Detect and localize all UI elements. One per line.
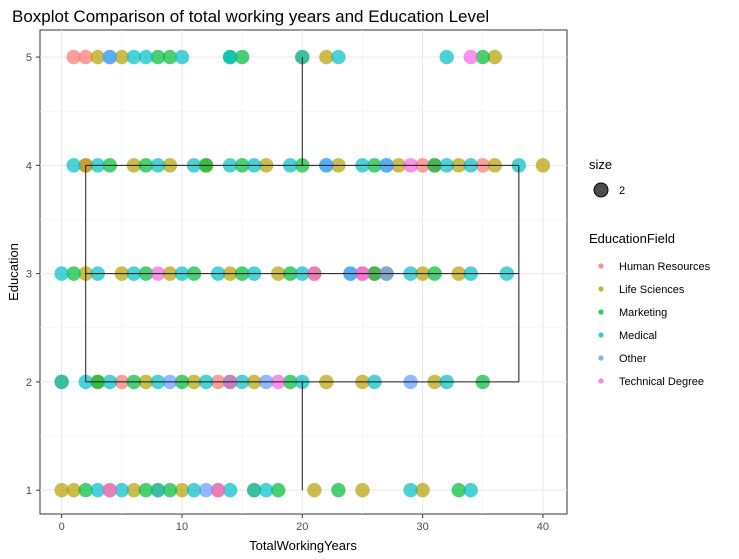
point-medical — [66, 158, 81, 173]
point-medical — [246, 482, 262, 498]
point-life-sciences — [174, 482, 190, 498]
point-other — [198, 482, 214, 498]
point-technical-degree — [463, 49, 478, 65]
legend-label: Human Resources — [619, 261, 711, 273]
point-human-resources — [66, 49, 81, 65]
point-medical — [463, 482, 478, 498]
point-medical — [403, 482, 418, 498]
legend-label: Life Sciences — [619, 284, 685, 296]
point-technical-degree — [102, 482, 117, 498]
y-axis-ticks: 1 2 3 4 5 — [26, 52, 40, 497]
point-life-sciences — [90, 49, 105, 65]
point-life-sciences — [355, 482, 370, 498]
point-human-resources — [78, 49, 93, 65]
legend-key — [598, 263, 604, 269]
legend-key — [598, 332, 604, 338]
point-medical — [439, 49, 454, 65]
x-axis-ticks: 0 10 20 30 40 — [59, 514, 549, 533]
y-tick-label: 2 — [26, 377, 32, 389]
point-marketing — [451, 482, 466, 498]
point-marketing — [66, 266, 81, 281]
x-tick-label: 30 — [416, 521, 428, 533]
size-legend-title: size — [589, 157, 612, 172]
point-medical — [54, 374, 69, 390]
point-medical — [126, 49, 142, 65]
point-life-sciences — [126, 482, 142, 498]
size-legend-label: 2 — [619, 185, 625, 197]
point-marketing — [78, 482, 93, 498]
point-medical — [186, 482, 202, 498]
legend-label: Technical Degree — [619, 376, 704, 388]
color-legend: EducationField Human Resources Life Scien… — [589, 231, 711, 388]
point-life-sciences — [307, 482, 322, 498]
legend-label: Other — [619, 353, 647, 365]
point-life-sciences — [415, 482, 430, 498]
point-medical — [90, 482, 105, 498]
point-medical — [138, 49, 154, 65]
y-tick-label: 1 — [26, 485, 32, 497]
legend-key — [598, 378, 604, 384]
point-life-sciences — [319, 49, 334, 65]
point-life-sciences — [54, 482, 69, 498]
point-medical — [222, 482, 238, 498]
legend-key — [598, 355, 604, 361]
x-tick-label: 40 — [537, 521, 549, 533]
y-tick-label: 3 — [26, 269, 32, 281]
size-legend-key — [593, 182, 609, 198]
boxplot-overlay — [85, 57, 520, 491]
point-marketing — [234, 49, 250, 65]
x-tick-label: 20 — [296, 521, 308, 533]
y-axis-title: Education — [6, 243, 21, 301]
color-legend-title: EducationField — [589, 231, 675, 246]
y-tick-label: 4 — [26, 160, 32, 172]
legend-label: Marketing — [619, 307, 667, 319]
point-marketing — [162, 49, 178, 65]
point-medical — [331, 49, 346, 65]
point-marketing — [138, 482, 154, 498]
point-medical — [259, 482, 274, 498]
point-medical — [174, 49, 190, 65]
x-tick-label: 10 — [176, 521, 188, 533]
legend-label: Medical — [619, 330, 657, 342]
point-other — [102, 49, 117, 65]
point-medical — [150, 482, 166, 498]
point-life-sciences — [66, 482, 81, 498]
point-life-sciences — [535, 158, 551, 173]
point-marketing — [475, 49, 490, 65]
legend-key — [598, 286, 604, 292]
point-medical — [222, 49, 238, 65]
point-medical — [54, 266, 69, 281]
point-life-sciences — [487, 49, 503, 65]
point-medical — [114, 482, 130, 498]
legend-key — [598, 309, 604, 315]
x-tick-label: 0 — [59, 521, 65, 533]
size-legend: size 2 — [589, 157, 625, 198]
point-marketing — [331, 482, 346, 498]
point-marketing — [150, 49, 166, 65]
point-life-sciences — [114, 49, 130, 65]
point-technical-degree — [210, 482, 226, 498]
point-marketing — [271, 482, 286, 498]
y-tick-label: 5 — [26, 52, 32, 64]
point-marketing — [162, 482, 178, 498]
x-axis-title: TotalWorkingYears — [249, 538, 357, 553]
chart-title: Boxplot Comparison of total working year… — [12, 7, 489, 26]
